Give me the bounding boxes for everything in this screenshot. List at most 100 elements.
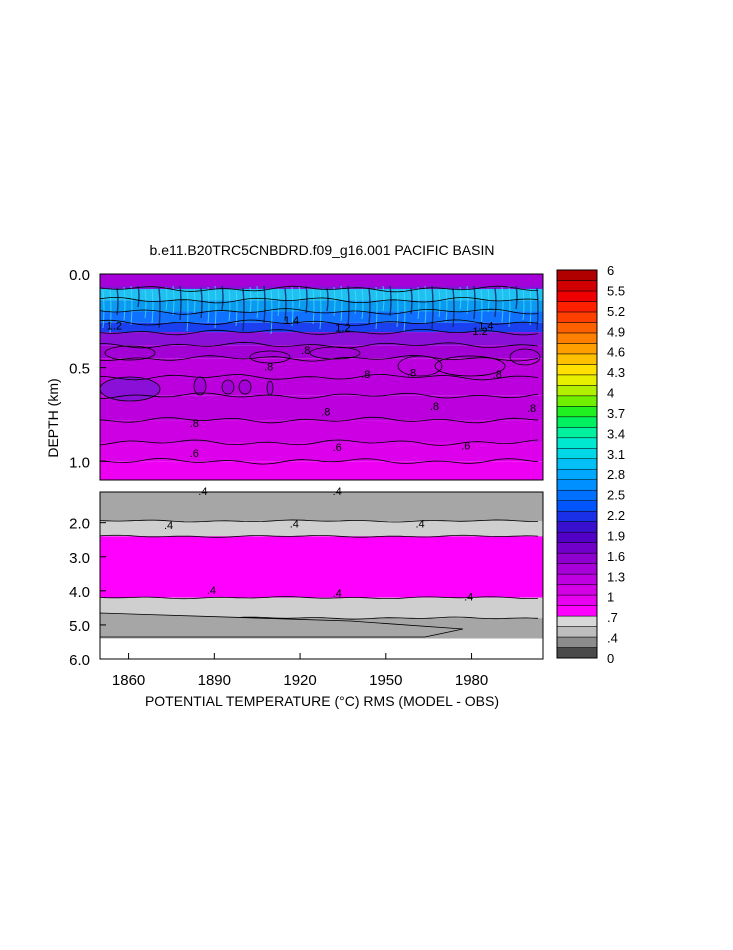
upper-band <box>100 395 543 421</box>
surface-streak <box>284 287 287 322</box>
chart-title: b.e11.B20TRC5CNBDRD.f09_g16.001 PACIFIC … <box>150 242 495 258</box>
upper-contour-line <box>100 439 539 446</box>
surface-streak <box>431 284 434 330</box>
violet-blob <box>221 379 235 395</box>
x-tick-label: 1980 <box>455 672 488 689</box>
surface-streak <box>501 286 504 323</box>
lower-contour-wedge <box>100 612 464 638</box>
surface-streak <box>144 289 147 319</box>
surface-streak <box>256 285 259 319</box>
colorbar-label: 6 <box>607 263 614 278</box>
contour-label: .6 <box>461 440 470 452</box>
contour-label: .4 <box>290 518 299 530</box>
upper-contour-line <box>100 457 539 465</box>
upper-band <box>100 345 543 359</box>
colorbar-cell <box>556 427 598 439</box>
colorbar-label: 5.5 <box>607 283 625 298</box>
colorbar-cell <box>556 510 598 522</box>
surface-streak <box>179 284 182 321</box>
surface-streak <box>228 289 231 322</box>
upper-band <box>100 300 543 312</box>
surface-streak <box>368 287 371 325</box>
lower-panel <box>100 492 543 659</box>
colorbar-cell <box>556 448 598 460</box>
x-tick-label: 1920 <box>283 672 316 689</box>
colorbar-cell <box>556 301 598 313</box>
surface-streak <box>263 284 266 324</box>
colorbar-label: 3.1 <box>607 447 625 462</box>
surface-streak <box>130 285 133 326</box>
y-tick-label: 5.0 <box>69 618 90 635</box>
lower-contour-line <box>100 534 539 538</box>
contour-label: .8 <box>430 401 439 413</box>
no-data-region <box>100 638 543 659</box>
violet-blob <box>266 380 274 396</box>
colorbar: 6 5.5 5.2 4.9 4.6 4.3 4 3.7 3.4 3.1 2.8 2.5 2.2 1.9 1.… <box>556 263 625 666</box>
surface-streak <box>424 285 427 325</box>
surface-streak <box>277 288 280 317</box>
colorbar-cell <box>556 479 598 491</box>
contour-label: .4 <box>333 588 342 600</box>
surface-streak <box>438 289 441 318</box>
colorbar-cell <box>556 343 598 355</box>
colorbar-cell <box>556 416 598 428</box>
deep-violet-blob <box>100 376 161 402</box>
contour-label: .6 <box>190 448 199 460</box>
upper-contour-line <box>100 392 539 399</box>
colorbar-label: 1.6 <box>607 549 625 564</box>
colorbar-cell <box>556 353 598 365</box>
contour-label: 1.4 <box>478 320 493 332</box>
upper-contour-line <box>100 416 539 424</box>
upper-contour-line <box>100 373 539 381</box>
upper-band <box>100 288 543 301</box>
colorbar-cell <box>556 322 598 334</box>
upper-contour-line <box>100 285 539 293</box>
y-tick-label: 0.5 <box>69 361 90 378</box>
colorbar-label: 5.2 <box>607 304 625 319</box>
lower-contour-line <box>100 519 539 523</box>
surface-streak <box>361 288 364 320</box>
surface-streak <box>116 287 119 316</box>
surface-streak <box>459 286 462 310</box>
surface-streak <box>151 288 154 324</box>
surface-streak <box>375 286 378 330</box>
lower-band <box>100 492 543 521</box>
contour-label: .8 <box>190 418 199 430</box>
upper-band <box>100 377 543 396</box>
y-tick-label: 6.0 <box>69 652 90 669</box>
contour-blob <box>104 345 156 361</box>
colorbar-cell <box>556 521 598 533</box>
upper-contour-line <box>100 354 539 362</box>
contour-label: 1.2 <box>472 326 487 338</box>
colorbar-cell <box>556 531 598 543</box>
surface-streak <box>382 285 385 312</box>
contour-label: .8 <box>361 369 370 381</box>
colorbar-label: .4 <box>607 631 618 646</box>
upper-band <box>100 332 543 346</box>
contour-label: .4 <box>333 486 342 498</box>
colorbar-cell <box>556 458 598 470</box>
colorbar-cell <box>556 500 598 512</box>
contour-label: .8 <box>264 362 273 374</box>
y-tick-label: 4.0 <box>69 584 90 601</box>
x-tick-label: 1860 <box>112 672 145 689</box>
upper-contour-line <box>100 297 539 304</box>
surface-streak <box>396 289 399 328</box>
violet-blob <box>238 379 252 395</box>
colorbar-label: 0 <box>607 651 614 666</box>
surface-streak <box>242 287 245 332</box>
surface-layer <box>100 274 543 286</box>
colorbar-label: 1.9 <box>607 528 625 543</box>
colorbar-label: 3.4 <box>607 426 625 441</box>
colorbar-cell <box>556 615 598 627</box>
x-axis-label: POTENTIAL TEMPERATURE (°C) RMS (MODEL - … <box>145 693 499 709</box>
surface-streak <box>221 284 224 311</box>
contour-blob <box>509 348 541 366</box>
colorbar-cell <box>556 385 598 397</box>
colorbar-cell <box>556 605 598 617</box>
surface-streak <box>494 287 497 318</box>
upper-contour-line <box>100 319 539 326</box>
contour-label: .4 <box>164 520 173 532</box>
colorbar-cell <box>556 647 598 659</box>
colorbar-label: 4.6 <box>607 345 625 360</box>
